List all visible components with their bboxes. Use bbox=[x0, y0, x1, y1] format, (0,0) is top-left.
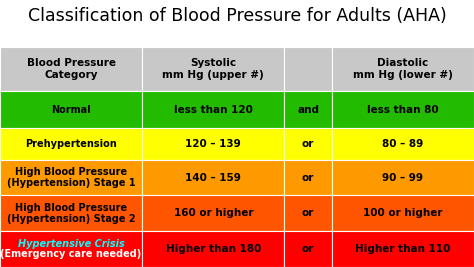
Text: Classification of Blood Pressure for Adults (AHA): Classification of Blood Pressure for Adu… bbox=[27, 7, 447, 25]
Text: 90 – 99: 90 – 99 bbox=[383, 172, 423, 183]
Text: 100 or higher: 100 or higher bbox=[363, 208, 443, 218]
Bar bbox=[142, 128, 284, 160]
Bar bbox=[332, 231, 474, 267]
Text: Systolic
mm Hg (upper #): Systolic mm Hg (upper #) bbox=[163, 58, 264, 80]
Bar bbox=[142, 160, 284, 195]
Text: or: or bbox=[302, 208, 314, 218]
Text: High Blood Pressure
(Hypertension) Stage 2: High Blood Pressure (Hypertension) Stage… bbox=[7, 203, 136, 224]
Text: Diastolic
mm Hg (lower #): Diastolic mm Hg (lower #) bbox=[353, 58, 453, 80]
Bar bbox=[0, 91, 142, 128]
Bar bbox=[0, 128, 142, 160]
Bar bbox=[142, 195, 284, 231]
Bar bbox=[284, 47, 332, 91]
Bar bbox=[332, 128, 474, 160]
Bar bbox=[332, 91, 474, 128]
Text: Hypertensive Crisis: Hypertensive Crisis bbox=[18, 239, 125, 249]
Text: (Emergency care needed): (Emergency care needed) bbox=[0, 249, 142, 259]
Text: or: or bbox=[302, 244, 314, 254]
Text: Higher than 110: Higher than 110 bbox=[355, 244, 451, 254]
Text: 80 – 89: 80 – 89 bbox=[382, 139, 424, 149]
Text: 160 or higher: 160 or higher bbox=[173, 208, 253, 218]
Text: less than 120: less than 120 bbox=[174, 105, 253, 115]
Text: or: or bbox=[302, 139, 314, 149]
Bar bbox=[332, 195, 474, 231]
Bar bbox=[0, 195, 142, 231]
Text: High Blood Pressure
(Hypertension) Stage 1: High Blood Pressure (Hypertension) Stage… bbox=[7, 167, 136, 189]
Text: Normal: Normal bbox=[51, 105, 91, 115]
Bar bbox=[0, 160, 142, 195]
Bar bbox=[0, 47, 142, 91]
Bar bbox=[142, 91, 284, 128]
Bar bbox=[142, 47, 284, 91]
Text: 140 – 159: 140 – 159 bbox=[185, 172, 241, 183]
Text: Higher than 180: Higher than 180 bbox=[165, 244, 261, 254]
Bar bbox=[332, 160, 474, 195]
Bar bbox=[332, 47, 474, 91]
Text: or: or bbox=[302, 172, 314, 183]
Bar bbox=[0, 231, 142, 267]
Text: Blood Pressure
Category: Blood Pressure Category bbox=[27, 58, 116, 80]
Text: less than 80: less than 80 bbox=[367, 105, 439, 115]
Bar bbox=[284, 91, 332, 128]
Text: and: and bbox=[297, 105, 319, 115]
Bar bbox=[142, 231, 284, 267]
Bar bbox=[284, 128, 332, 160]
Bar bbox=[284, 195, 332, 231]
Text: 120 – 139: 120 – 139 bbox=[185, 139, 241, 149]
Text: Prehypertension: Prehypertension bbox=[25, 139, 117, 149]
Bar bbox=[284, 160, 332, 195]
Bar bbox=[284, 231, 332, 267]
